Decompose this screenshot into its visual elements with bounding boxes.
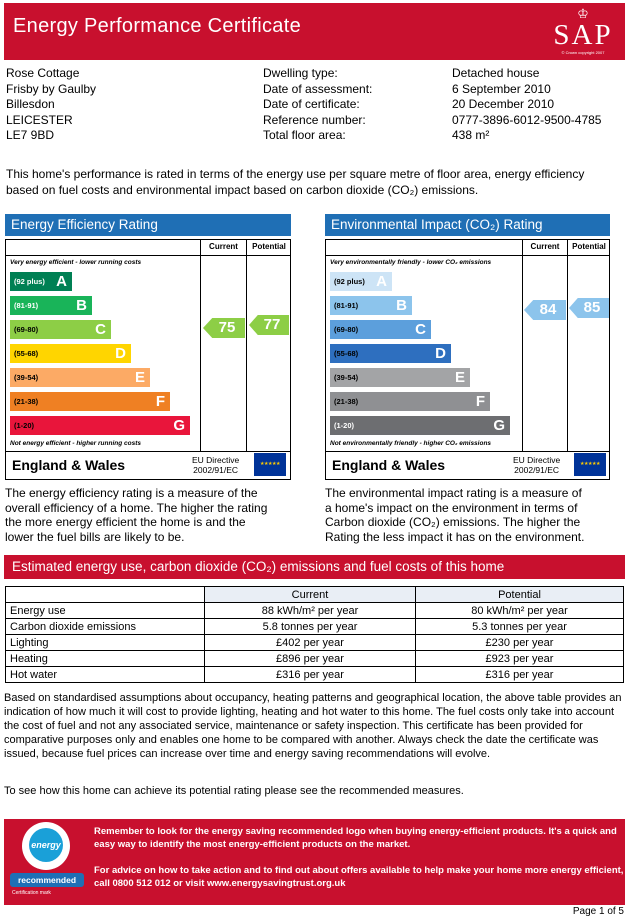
potential-column-header: Potential bbox=[572, 242, 606, 251]
environmental-top-note: Very environmentally friendly - lower CO… bbox=[330, 259, 492, 266]
energy-saving-recommended-logo: energy saving recommended Certification … bbox=[10, 822, 84, 900]
environmental-rating-chart: Current Potential Very environmentally f… bbox=[325, 239, 610, 480]
detail-value: 0777-3896-6012-9500-4785 bbox=[452, 112, 602, 127]
efficiency-eu-directive: EU Directive 2002/91/EC bbox=[192, 455, 240, 475]
energy-saving-logo-label: recommended bbox=[10, 873, 84, 887]
detail-label: Reference number: bbox=[263, 112, 366, 127]
efficiency-top-note: Very energy efficient - lower running co… bbox=[10, 259, 142, 266]
environmental-band-f: (21-38) F bbox=[330, 392, 490, 411]
environmental-eu-directive: EU Directive 2002/91/EC bbox=[513, 455, 561, 475]
table-row: Lighting £402 per year £230 per year bbox=[5, 634, 624, 651]
certificate-title: Energy Performance Certificate bbox=[13, 15, 302, 37]
efficiency-description: The energy efficiency rating is a measur… bbox=[5, 486, 268, 544]
table-row: Carbon dioxide emissions 5.8 tonnes per y… bbox=[5, 618, 624, 635]
environmental-rating-title: Environmental Impact (CO₂) Rating bbox=[325, 214, 610, 236]
crown-icon: ♔ bbox=[577, 6, 589, 21]
eu-flag-icon: ★★★★★ bbox=[254, 453, 286, 476]
address-line: LE7 9BD bbox=[6, 128, 55, 142]
sap-logo-copyright: © Crown copyright 2007 bbox=[561, 50, 605, 55]
environmental-bottom-note: Not environmentally friendly - higher CO… bbox=[330, 440, 492, 447]
current-column-header: Current bbox=[209, 242, 238, 251]
environmental-band-e: (39-54) E bbox=[330, 368, 470, 387]
eu-flag-icon: ★★★★★ bbox=[574, 453, 606, 476]
environmental-description: The environmental impact rating is a mea… bbox=[325, 486, 585, 544]
footer-banner: energy saving recommended Certification … bbox=[4, 819, 625, 905]
efficiency-region: England & Wales bbox=[12, 457, 126, 473]
efficiency-band-c: (69-80) C bbox=[10, 320, 111, 339]
table-row: Energy use 88 kWh/m² per year 80 kWh/m² pe… bbox=[5, 602, 624, 619]
environmental-band-a: (92 plus) A bbox=[330, 272, 392, 291]
detail-value: Detached house bbox=[452, 66, 540, 80]
address-line: Frisby by Gaulby bbox=[6, 81, 97, 96]
detail-values: Detached house 6 September 2010 20 Decem… bbox=[452, 66, 601, 144]
estimates-table: Current Potential Energy use 88 kWh/m² pe… bbox=[5, 586, 624, 683]
detail-value: 20 December 2010 bbox=[452, 97, 555, 111]
detail-value: 438 m² bbox=[452, 128, 490, 142]
efficiency-potential-rating: 77 bbox=[249, 315, 289, 335]
sap-logo: ♔ SAP © Crown copyright 2007 bbox=[547, 7, 619, 57]
efficiency-band-d: (55-68) D bbox=[10, 344, 131, 363]
environmental-band-c: (69-80) C bbox=[330, 320, 431, 339]
footer-reminder-text: Remember to look for the energy saving r… bbox=[94, 826, 617, 850]
efficiency-band-g: (1-20) G bbox=[10, 416, 190, 435]
table-row: Heating £896 per year £923 per year bbox=[5, 650, 624, 667]
table-header-row: Current Potential bbox=[5, 586, 624, 603]
efficiency-band-e: (39-54) E bbox=[10, 368, 150, 387]
environmental-band-g: (1-20) G bbox=[330, 416, 510, 435]
energy-saving-logo-text: energy saving bbox=[29, 828, 63, 884]
efficiency-current-rating: 75 bbox=[203, 318, 245, 338]
detail-value: 6 September 2010 bbox=[452, 81, 551, 96]
estimates-title: Estimated energy use, carbon dioxide (CO… bbox=[4, 555, 625, 579]
potential-column-header: Potential bbox=[252, 242, 286, 251]
efficiency-rating-chart: Current Potential Very energy efficient … bbox=[5, 239, 291, 480]
efficiency-rating-title: Energy Efficiency Rating bbox=[5, 214, 291, 236]
efficiency-band-b: (81-91) B bbox=[10, 296, 92, 315]
advice-text: To see how this home can achieve its pot… bbox=[4, 785, 464, 797]
environmental-band-b: (81-91) B bbox=[330, 296, 412, 315]
current-column-header: Current bbox=[204, 586, 416, 603]
footer-advice-text: For advice on how to take action and to … bbox=[94, 865, 624, 889]
page-number: Page 1 of 5 bbox=[572, 906, 624, 917]
address-line: LEICESTER bbox=[6, 112, 73, 127]
efficiency-band-f: (21-38) F bbox=[10, 392, 170, 411]
environmental-current-rating: 84 bbox=[524, 300, 566, 320]
environmental-potential-rating: 85 bbox=[569, 298, 609, 318]
detail-label: Total floor area: bbox=[263, 128, 346, 142]
property-address: Rose Cottage Frisby by Gaulby Billesdon … bbox=[6, 66, 96, 144]
environmental-band-d: (55-68) D bbox=[330, 344, 451, 363]
sap-logo-word: SAP bbox=[553, 19, 613, 51]
table-row: Hot water £316 per year £316 per year bbox=[5, 666, 624, 683]
environmental-region: England & Wales bbox=[332, 457, 446, 473]
assumptions-text: Based on standardised assumptions about … bbox=[4, 692, 622, 760]
detail-label: Date of certificate: bbox=[263, 97, 360, 111]
current-column-header: Current bbox=[530, 242, 560, 251]
certificate-header: Energy Performance Certificate ♔ SAP © C… bbox=[4, 3, 625, 60]
address-line: Rose Cottage bbox=[6, 66, 80, 80]
certification-mark-caption: Certification mark bbox=[12, 890, 51, 896]
efficiency-bottom-note: Not energy efficient - higher running co… bbox=[10, 440, 141, 447]
intro-text: This home's performance is rated in term… bbox=[6, 167, 585, 197]
detail-label: Dwelling type: bbox=[263, 66, 338, 80]
efficiency-band-a: (92 plus) A bbox=[10, 272, 72, 291]
detail-labels: Dwelling type: Date of assessment: Date … bbox=[263, 66, 372, 144]
address-line: Billesdon bbox=[6, 97, 55, 111]
potential-column-header: Potential bbox=[415, 586, 624, 603]
detail-label: Date of assessment: bbox=[263, 81, 373, 96]
